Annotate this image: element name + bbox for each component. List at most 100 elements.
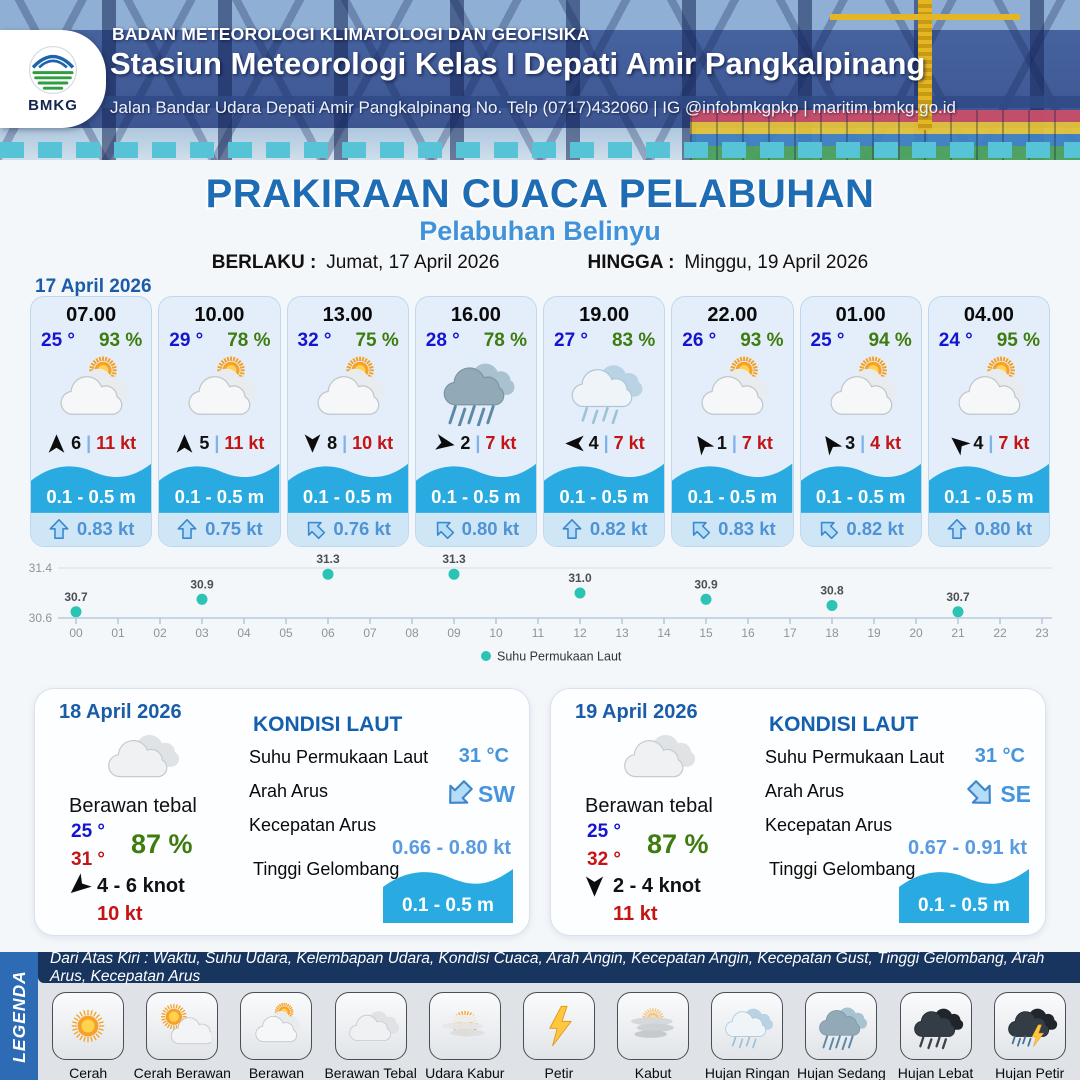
hingga-value: Minggu, 19 April 2026 [684, 252, 869, 273]
wind-direction-icon [688, 429, 717, 458]
wave-height: 0.1 - 0.5 m [31, 458, 152, 513]
weather-icon-kabut [617, 992, 690, 1060]
bmkg-logo: BMKG [0, 30, 106, 128]
legend-item-cerah: Cerah [44, 992, 132, 1080]
current-row: 0.83 kt [31, 512, 152, 546]
current-row: 0.80 kt [928, 512, 1049, 546]
hour-humidity: 78 % [227, 330, 271, 351]
current-speed-value: 0.66 - 0.80 kt [392, 837, 511, 859]
temp-humidity-row: 28 ° 78 % [416, 327, 536, 352]
svg-text:09: 09 [447, 626, 461, 640]
weather-icon-udara-kabur [428, 992, 501, 1060]
hour-temp: 28 ° [425, 330, 460, 351]
wave-height-value: 0.1 - 0.5 m [431, 485, 521, 507]
legend-item-label: Cerah [69, 1065, 108, 1080]
hour-card-04.00: 04.00 24 ° 95 % 4 | 7 kt 0.1 - 0.5 m 0.8… [927, 296, 1050, 547]
hingga-group: HINGGA : Minggu, 19 April 2026 [588, 252, 869, 274]
hour-temp: 24 ° [938, 330, 973, 351]
hour-time: 16.00 [450, 304, 501, 326]
svg-text:31.0: 31.0 [568, 571, 592, 585]
weather-icon-petir [522, 992, 595, 1060]
legend-item-berawan: Berawan [232, 992, 320, 1080]
hour-humidity: 93 % [740, 330, 784, 351]
current-direction-icon [946, 517, 968, 541]
current-direction-icon [561, 517, 583, 541]
current-direction-icon [684, 513, 717, 546]
current-speed: 0.80 kt [974, 518, 1033, 540]
legend-description-strip: Dari Atas Kiri : Waktu, Suhu Udara, Kele… [38, 950, 1080, 985]
wave-height: 0.1 - 0.5 m [544, 458, 665, 513]
wind-row: 3 | 4 kt [801, 430, 921, 458]
svg-text:23: 23 [1035, 626, 1049, 640]
current-speed: 0.76 kt [333, 518, 391, 540]
hour-temp: 32 ° [297, 330, 332, 351]
gust-value: 10 kt [97, 903, 143, 925]
gust-speed: 7 kt [998, 433, 1030, 454]
weather-icon-hujan-petir [993, 992, 1066, 1060]
gust-speed: 7 kt [613, 433, 645, 454]
svg-text:31.3: 31.3 [316, 552, 340, 566]
condition-label: Berawan tebal [585, 795, 713, 817]
wind-direction-icon [46, 433, 67, 454]
sst-value: 31 °C [974, 745, 1025, 767]
port-name: Pelabuhan Belinyu [419, 216, 661, 246]
wind-row: 8 | 10 kt [288, 430, 408, 458]
hour-time: 04.00 [963, 304, 1014, 326]
sst-value: 31 °C [458, 745, 509, 767]
wave-height-value: 0.1 - 0.5 m [815, 485, 906, 507]
hour-humidity: 78 % [483, 330, 527, 351]
current-speed-label: Kecepatan Arus [249, 815, 377, 835]
header-illustration-deck [0, 96, 1080, 108]
weather-icon-berawan [929, 352, 1049, 430]
temp-max: 32 ° [587, 849, 622, 870]
svg-text:01: 01 [111, 626, 125, 640]
weather-icon-hujan-lebat [899, 992, 972, 1060]
hour-card-22.00: 22.00 26 ° 93 % 1 | 7 kt 0.1 - 0.5 m 0.8… [671, 296, 794, 547]
wave-height: 0.1 - 0.5 m [672, 458, 793, 513]
legend-item-hujan-ringan: Hujan Ringan [703, 992, 791, 1080]
wind-range-row: 2 - 4 knot [583, 875, 701, 898]
svg-text:30.9: 30.9 [694, 577, 718, 591]
sst-label: Suhu Permukaan Laut [765, 747, 945, 767]
legend-item-label: Petir [544, 1065, 574, 1080]
legend-item-kabut: Kabut [609, 992, 697, 1080]
crane-illustration [830, 0, 1020, 130]
legend-items: Cerah Cerah Berawan Berawan Berawan Teba… [38, 983, 1080, 1080]
legend-item-label: Cerah Berawan [133, 1065, 231, 1080]
svg-text:05: 05 [279, 626, 293, 640]
wave-height-value: 0.1 - 0.5 m [944, 485, 1034, 507]
svg-text:18: 18 [825, 626, 839, 640]
sea-conditions: KONDISI LAUT Suhu Permukaan Laut 31 °C A… [763, 697, 1031, 929]
hour-temp: 29 ° [169, 330, 204, 351]
wave-height: 0.1 - 0.5 m [159, 458, 280, 513]
legend-item-hujan-petir: Hujan Petir [986, 992, 1074, 1080]
hour-temp: 27 ° [554, 330, 589, 351]
current-speed: 0.82 kt [846, 518, 904, 540]
weather-icon-berawan [159, 352, 279, 430]
legend-item-label: Kabut [634, 1065, 672, 1080]
temp-humidity-row: 32 ° 75 % [288, 327, 408, 352]
legend-title-bar: LEGENDA [0, 952, 38, 1080]
current-dir-value: SE [966, 779, 1031, 809]
current-direction-icon [299, 513, 332, 546]
gust-value: 11 kt [613, 903, 658, 925]
gust-speed: 11 kt [96, 433, 137, 454]
legend-item-label: Hujan Petir [995, 1065, 1065, 1080]
hour-card-10.00: 10.00 29 ° 78 % 5 | 11 kt 0.1 - 0.5 m 0.… [158, 296, 281, 547]
berlaku-label: BERLAKU : [211, 252, 317, 273]
current-row: 0.83 kt [672, 512, 793, 546]
forecast-date-label: 17 April 2026 [35, 276, 152, 297]
wind-direction-icon [944, 429, 974, 459]
wave-height-value: 0.1 - 0.5 m [687, 485, 778, 507]
hour-time: 19.00 [579, 304, 630, 326]
svg-text:04: 04 [237, 626, 251, 640]
day-card-19-april: 19 April 2026 Berawan tebal 25 ° 87 % 32… [550, 688, 1046, 936]
svg-text:11: 11 [532, 626, 545, 640]
separator: | [988, 433, 994, 454]
current-speed: 0.80 kt [461, 518, 520, 540]
hour-card-19.00: 19.00 27 ° 83 % 4 | 7 kt 0.1 - 0.5 m 0.8… [543, 296, 666, 547]
current-speed-label: Kecepatan Arus [765, 815, 893, 835]
separator: | [475, 433, 481, 454]
weather-icon-cerah-berawan [146, 992, 219, 1060]
wind-row: 5 | 11 kt [159, 430, 279, 458]
